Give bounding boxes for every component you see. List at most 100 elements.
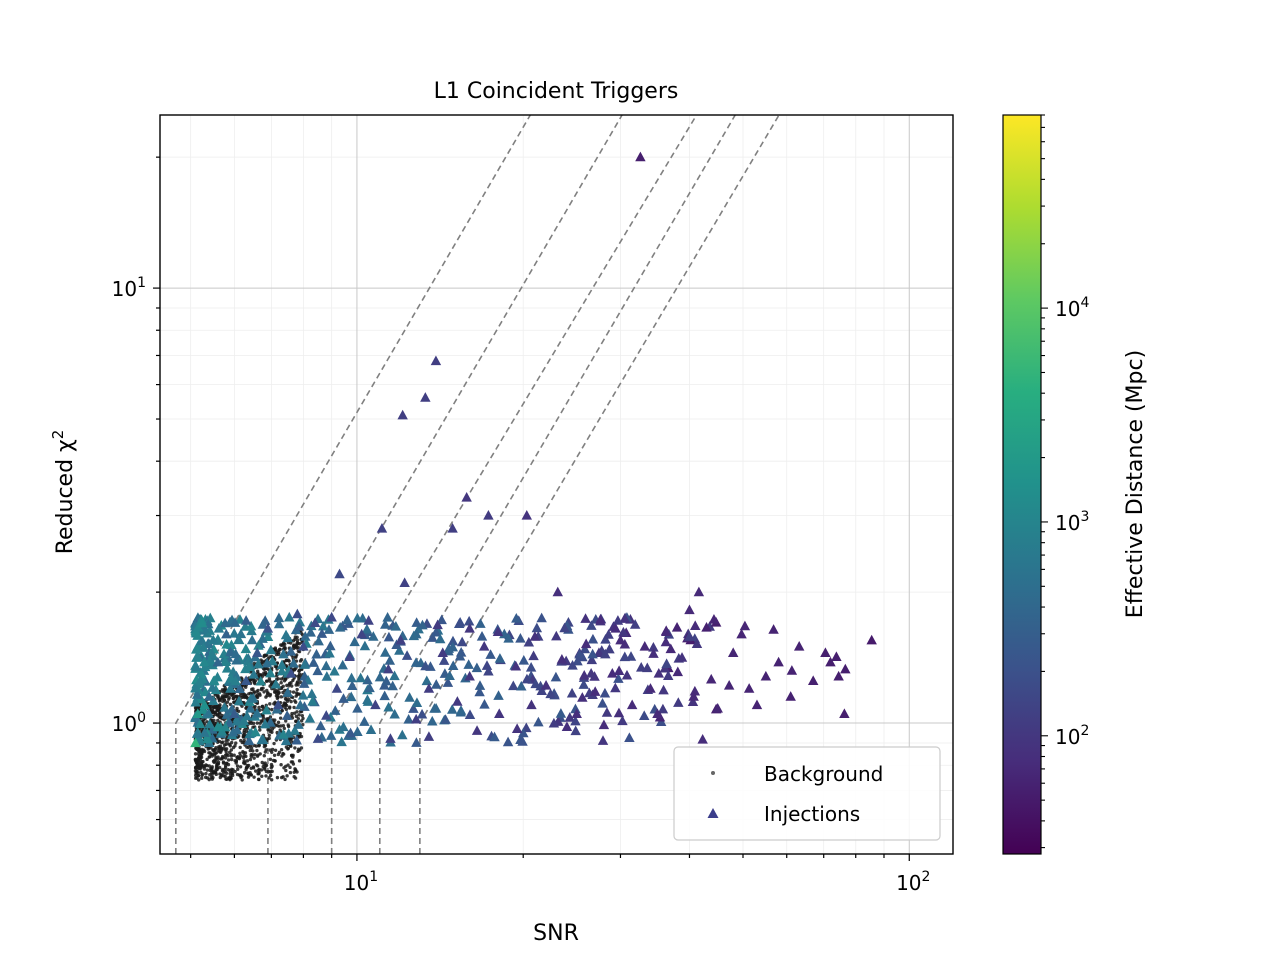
injection-point bbox=[773, 656, 784, 667]
injection-point bbox=[338, 693, 349, 703]
injection-point bbox=[597, 735, 609, 745]
background-point bbox=[281, 690, 285, 695]
background-point bbox=[221, 761, 226, 765]
background-point bbox=[281, 641, 286, 645]
background-point bbox=[252, 690, 256, 694]
injection-point bbox=[743, 683, 755, 693]
background-point bbox=[284, 768, 288, 773]
background-point bbox=[224, 747, 229, 751]
injection-point bbox=[652, 708, 663, 718]
injection-point bbox=[442, 677, 454, 687]
background-point bbox=[289, 737, 293, 741]
injection-point bbox=[213, 622, 225, 633]
injection-point bbox=[511, 613, 522, 623]
background-point bbox=[282, 766, 286, 770]
injection-point bbox=[313, 635, 324, 646]
injection-point bbox=[255, 675, 266, 686]
injection-point bbox=[352, 702, 363, 713]
background-point bbox=[218, 765, 222, 770]
injection-point bbox=[751, 699, 763, 710]
background-point bbox=[259, 719, 264, 723]
background-point bbox=[220, 769, 225, 773]
background-point bbox=[228, 769, 233, 773]
injection-point bbox=[635, 151, 646, 162]
injection-point bbox=[285, 645, 297, 656]
injection-point bbox=[278, 729, 289, 739]
background-point bbox=[211, 769, 215, 773]
background-point bbox=[262, 667, 267, 671]
injection-point bbox=[464, 709, 476, 719]
background-point bbox=[229, 748, 234, 752]
background-point bbox=[270, 707, 274, 712]
colorbar-tick-label: 102 bbox=[1055, 723, 1089, 749]
injection-point bbox=[570, 725, 581, 736]
background-point bbox=[276, 752, 281, 757]
injection-point bbox=[866, 634, 877, 645]
background-point bbox=[251, 721, 256, 726]
injection-point bbox=[345, 727, 356, 738]
background-point bbox=[292, 705, 296, 710]
background-point bbox=[245, 763, 250, 768]
injection-point bbox=[585, 668, 597, 678]
injection-point bbox=[312, 665, 323, 676]
background-point bbox=[262, 754, 267, 758]
injection-point bbox=[586, 620, 597, 630]
injection-point bbox=[464, 622, 475, 633]
injection-point bbox=[671, 621, 683, 632]
injection-point bbox=[639, 640, 650, 651]
background-point bbox=[260, 774, 264, 778]
background-point bbox=[282, 679, 287, 683]
x-tick-label: 101 bbox=[344, 869, 378, 895]
background-point bbox=[288, 765, 292, 770]
injection-point bbox=[471, 662, 483, 673]
background-point bbox=[260, 674, 265, 678]
injection-point bbox=[577, 692, 588, 702]
background-point bbox=[248, 748, 252, 753]
background-point bbox=[218, 775, 223, 780]
injection-point bbox=[312, 733, 324, 743]
injection-point bbox=[736, 628, 747, 639]
background-point bbox=[233, 744, 237, 748]
injection-point bbox=[566, 687, 578, 698]
background-point bbox=[297, 759, 302, 763]
injection-point bbox=[648, 642, 659, 652]
background-point bbox=[209, 746, 213, 750]
injection-point bbox=[793, 640, 805, 651]
injection-point bbox=[485, 649, 496, 659]
injection-point bbox=[379, 690, 390, 701]
injection-point bbox=[423, 683, 435, 693]
background-point bbox=[279, 763, 283, 767]
injection-point bbox=[454, 616, 466, 627]
background-point bbox=[257, 744, 261, 748]
injection-point bbox=[259, 718, 271, 729]
injection-point bbox=[625, 651, 637, 661]
injection-point bbox=[454, 650, 466, 661]
injection-point bbox=[233, 634, 244, 644]
injection-point bbox=[285, 667, 297, 678]
injection-point bbox=[427, 632, 438, 642]
background-point bbox=[287, 659, 291, 663]
injection-point bbox=[545, 688, 556, 699]
injection-point bbox=[587, 648, 598, 659]
injection-point bbox=[196, 668, 207, 678]
injection-point bbox=[662, 670, 674, 681]
injection-point bbox=[739, 620, 751, 631]
injection-point bbox=[701, 621, 712, 632]
injection-point bbox=[363, 615, 374, 625]
background-point bbox=[231, 696, 235, 701]
injection-point bbox=[359, 716, 370, 726]
injection-point bbox=[612, 615, 624, 625]
background-point bbox=[252, 705, 256, 709]
background-point bbox=[270, 727, 275, 731]
colorbar-tick-label: 104 bbox=[1055, 295, 1089, 321]
injection-point bbox=[381, 675, 392, 686]
background-point bbox=[268, 770, 273, 774]
legend-injections-marker bbox=[707, 808, 719, 818]
background-point bbox=[279, 724, 283, 728]
injection-point bbox=[334, 622, 346, 632]
background-point bbox=[222, 743, 227, 747]
injection-point bbox=[564, 712, 576, 722]
injection-point bbox=[660, 626, 672, 637]
injection-point bbox=[380, 619, 391, 629]
background-point bbox=[238, 754, 243, 758]
